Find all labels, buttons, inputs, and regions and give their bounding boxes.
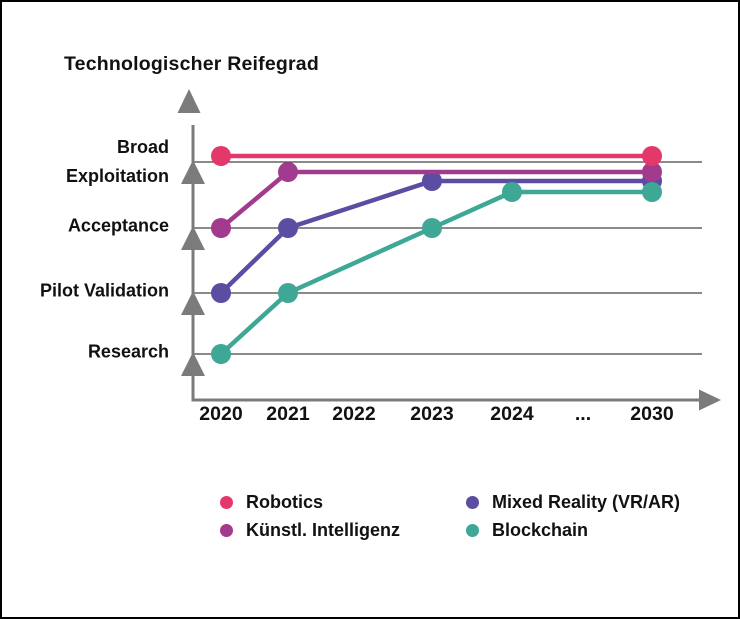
x-axis-label-2022: 2022 [332, 403, 376, 425]
data-point [642, 146, 662, 166]
legend-item-k-nstl-intelligenz: Künstl. Intelligenz [220, 520, 466, 541]
y-axis-arrow-icon [177, 89, 201, 113]
legend-dot-icon [466, 524, 479, 537]
x-axis-label-2024: 2024 [490, 403, 534, 425]
x-axis-label-2030: 2030 [630, 403, 674, 425]
x-axis-label-2023: 2023 [410, 403, 454, 425]
data-point [211, 218, 231, 238]
y-axis-label-research: Research [87, 341, 169, 362]
data-point [642, 162, 662, 182]
data-point [278, 283, 298, 303]
data-point [642, 182, 662, 202]
legend-dot-icon [466, 496, 479, 509]
legend-item-mixed-reality-vr-ar-: Mixed Reality (VR/AR) [466, 492, 680, 513]
x-axis-label-2021: 2021 [266, 403, 310, 425]
legend-label: Blockchain [492, 520, 589, 540]
data-point [211, 283, 231, 303]
level-arrow-icon [181, 291, 205, 315]
x-axis-label-ellipsis: ... [574, 403, 592, 425]
legend-item-robotics: Robotics [220, 492, 466, 513]
data-point [422, 218, 442, 238]
data-point [278, 218, 298, 238]
series-blockchain [211, 182, 662, 364]
data-point [502, 182, 522, 202]
x-axis-arrow-icon [699, 389, 721, 411]
data-point [211, 344, 231, 364]
level-arrow-icon [181, 352, 205, 376]
x-axis-label-2020: 2020 [199, 403, 243, 425]
data-point [278, 162, 298, 182]
legend-label: Mixed Reality (VR/AR) [492, 492, 681, 512]
legend-dot-icon [220, 496, 233, 509]
y-axis-label-broad-exploitation: Broad Exploitation [66, 137, 169, 186]
series-robotics [211, 146, 662, 166]
legend-item-blockchain: Blockchain [466, 520, 680, 541]
legend-label: Robotics [246, 492, 324, 512]
data-point [422, 171, 442, 191]
y-axis-label-pilot-validation: Pilot Validation [39, 280, 169, 301]
series-k-nstl-intelligenz [211, 162, 662, 238]
level-arrow-icon [181, 226, 205, 250]
level-arrow-icon [181, 160, 205, 184]
y-axis-label-acceptance: Acceptance [67, 215, 169, 236]
legend-dot-icon [220, 524, 233, 537]
legend-label: Künstl. Intelligenz [246, 520, 401, 540]
data-point [211, 146, 231, 166]
chart-title: Technologischer Reifegrad [64, 53, 319, 75]
legend: Robotics Mixed Reality (VR/AR) Künstl. Int… [220, 492, 680, 541]
